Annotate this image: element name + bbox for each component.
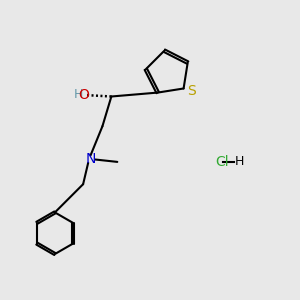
Text: N: N — [85, 152, 96, 166]
Text: O: O — [78, 88, 89, 102]
Text: Cl: Cl — [215, 155, 229, 169]
Text: H: H — [74, 88, 83, 101]
Text: S: S — [187, 84, 196, 98]
Text: H: H — [235, 155, 244, 168]
